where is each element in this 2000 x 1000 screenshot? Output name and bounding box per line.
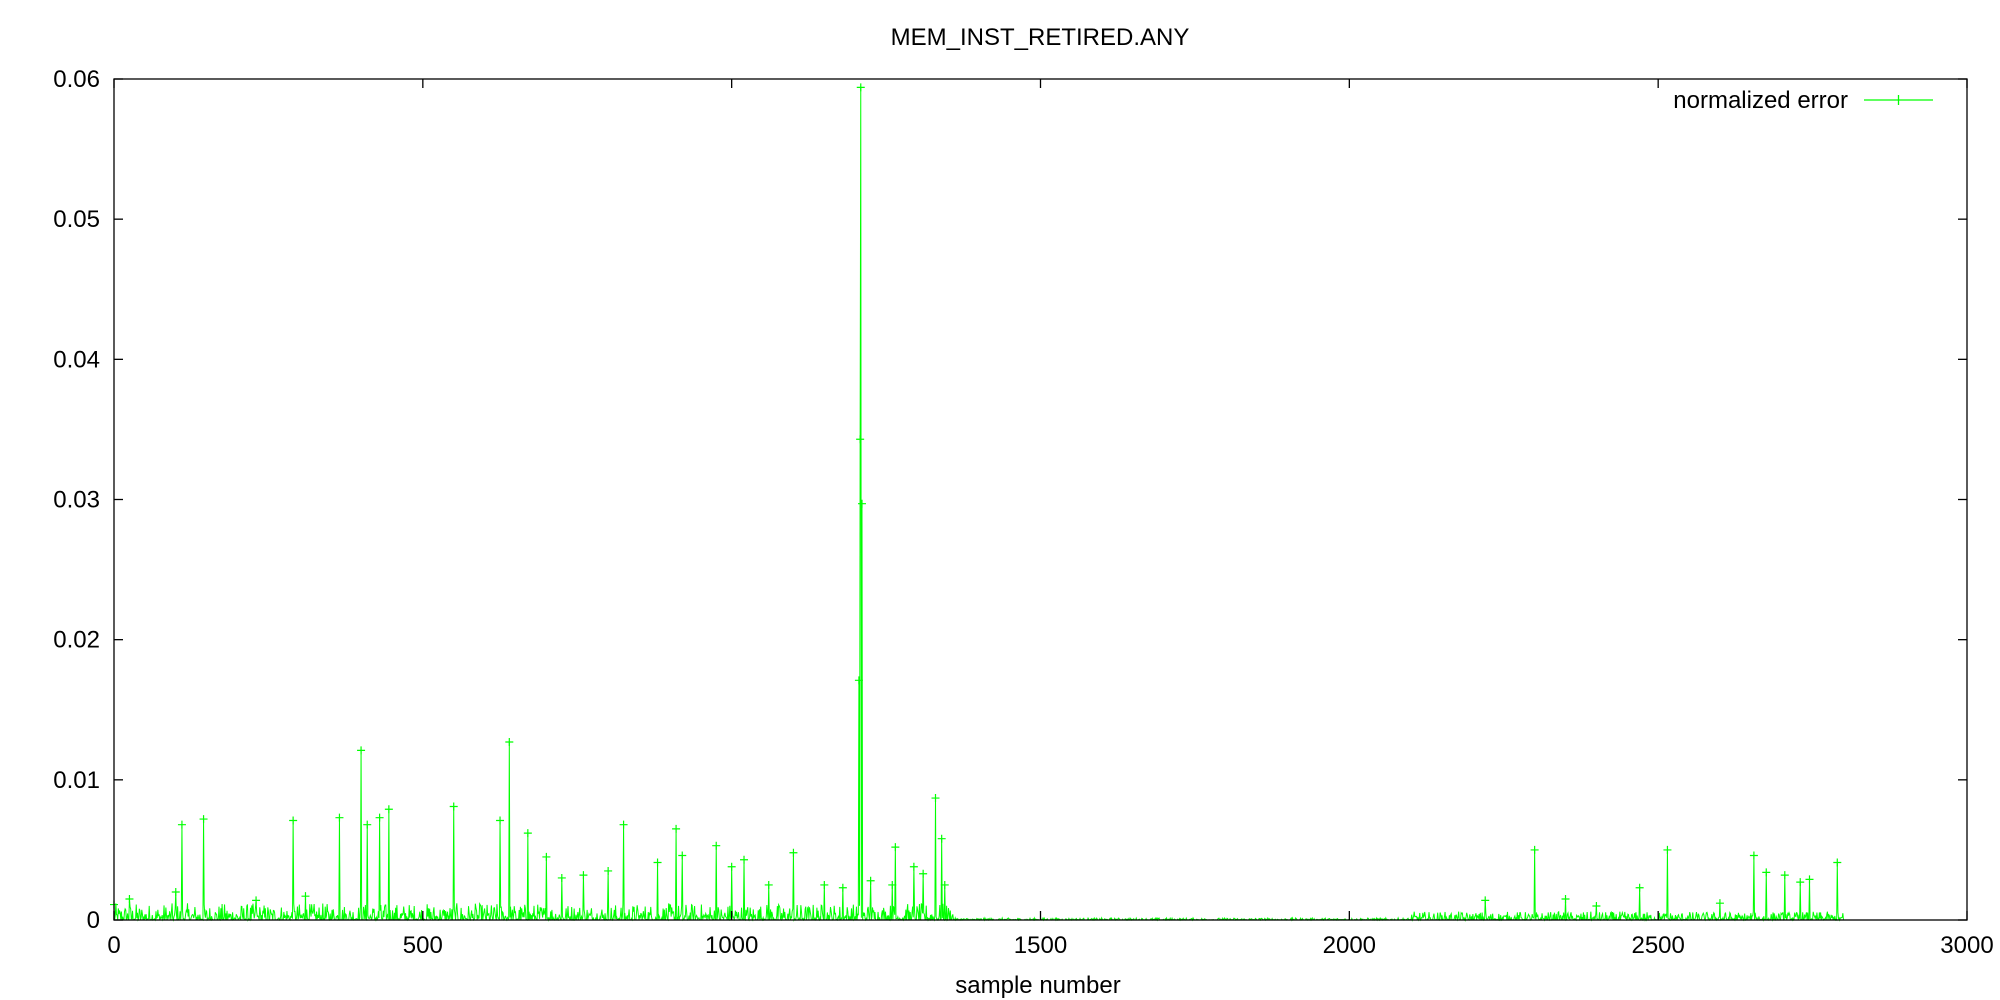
- data-point: [384, 805, 393, 814]
- data-point: [653, 858, 662, 867]
- y-tick-label: 0.06: [53, 66, 100, 93]
- data-point: [1481, 896, 1490, 905]
- data-point: [1663, 845, 1672, 854]
- data-point: [856, 83, 865, 92]
- data-point: [838, 883, 847, 892]
- x-tick-label: 1500: [1014, 932, 1067, 959]
- data-point: [854, 676, 863, 685]
- y-tick-label: 0.03: [53, 487, 100, 514]
- data-point: [505, 737, 514, 746]
- data-point: [301, 892, 310, 901]
- x-tick-label: 0: [107, 932, 120, 959]
- data-point: [579, 871, 588, 880]
- data-point: [764, 880, 773, 889]
- chart-title: MEM_INST_RETIRED.ANY: [891, 24, 1190, 51]
- data-point: [820, 880, 829, 889]
- x-axis: 0 500 1000 1500 2000 2500 3000: [107, 79, 1994, 959]
- y-tick-label: 0.05: [53, 206, 100, 233]
- data-point: [357, 746, 366, 755]
- data-point: [1715, 899, 1724, 908]
- data-point: [891, 843, 900, 852]
- x-tick-label: 3000: [1940, 932, 1993, 959]
- data-point: [857, 499, 866, 508]
- x-tick-label: 2000: [1323, 932, 1376, 959]
- x-axis-title: sample number: [955, 972, 1120, 999]
- data-point: [375, 813, 384, 822]
- y-tick-label: 0.01: [53, 767, 100, 794]
- data-point: [940, 880, 949, 889]
- data-point: [919, 869, 928, 878]
- data-point: [335, 813, 344, 822]
- data-point: [557, 873, 566, 882]
- data-point: [672, 824, 681, 833]
- legend-label: normalized error: [1673, 87, 1848, 114]
- data-point: [1780, 871, 1789, 880]
- data-point: [1749, 851, 1758, 860]
- data-point: [1530, 845, 1539, 854]
- data-point: [1796, 878, 1805, 887]
- data-point: [937, 834, 946, 843]
- data-point: [289, 816, 298, 825]
- x-tick-label: 500: [403, 932, 443, 959]
- data-point: [363, 820, 372, 829]
- y-tick-label: 0: [87, 907, 100, 934]
- data-point: [171, 887, 180, 896]
- data-point: [1561, 894, 1570, 903]
- data-point: [1762, 868, 1771, 877]
- data-point: [712, 841, 721, 850]
- data-point: [1592, 901, 1601, 910]
- data-point: [523, 829, 532, 838]
- x-tick-label: 2500: [1631, 932, 1684, 959]
- data-point: [909, 862, 918, 871]
- data-point: [177, 820, 186, 829]
- data-point: [789, 848, 798, 857]
- data-point: [449, 802, 458, 811]
- data-point: [125, 894, 134, 903]
- data-point: [856, 435, 865, 444]
- plot-frame: [113, 78, 1968, 921]
- data-point: [866, 876, 875, 885]
- legend: normalized error: [1673, 87, 1933, 114]
- data-point: [678, 851, 687, 860]
- data-point: [931, 794, 940, 803]
- series-line: [113, 87, 1844, 922]
- data-point: [199, 815, 208, 824]
- x-tick-label: 1000: [705, 932, 758, 959]
- data-point: [1833, 858, 1842, 867]
- plot-area: [110, 83, 1844, 922]
- data-point: [1635, 883, 1644, 892]
- data-point: [604, 866, 613, 875]
- data-point: [740, 855, 749, 864]
- y-axis: 0 0.01 0.02 0.03 0.04 0.05 0.06: [53, 66, 1967, 934]
- y-tick-label: 0.04: [53, 346, 100, 373]
- data-point: [542, 852, 551, 861]
- data-point: [619, 820, 628, 829]
- data-point: [727, 862, 736, 871]
- data-point: [1805, 875, 1814, 884]
- data-point: [496, 816, 505, 825]
- data-point: [252, 896, 261, 905]
- data-point: [888, 880, 897, 889]
- y-tick-label: 0.02: [53, 627, 100, 654]
